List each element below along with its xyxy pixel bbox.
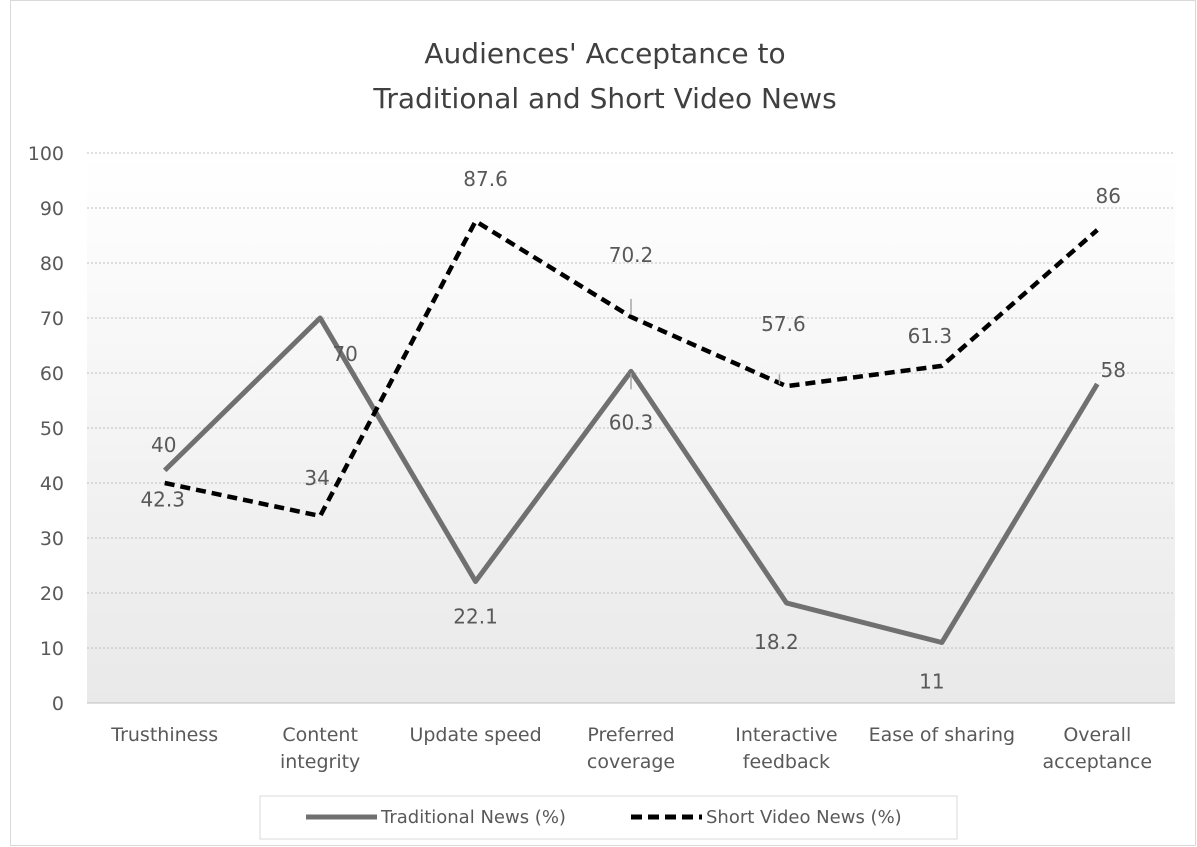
series-line-short-video	[164, 218, 1099, 519]
legend-label-short-video: Short Video News (%)	[706, 807, 902, 828]
y-tick-label: 50	[40, 418, 64, 440]
data-label: 34	[304, 466, 329, 490]
data-labels: 42.3 70 22.1 60.3 18.2 11 58 40 34 87.6 70.2 57.6 61…	[140, 167, 1126, 693]
x-tick-label: Overall acceptance	[1043, 724, 1153, 773]
y-tick-label: 40	[40, 473, 64, 495]
data-label: 18.2	[754, 630, 799, 654]
data-label: 58	[1101, 358, 1126, 382]
x-axis: Trusthiness Content integrity Update speed P…	[87, 702, 1175, 773]
y-tick-label: 20	[40, 583, 64, 605]
data-label: 87.6	[463, 167, 508, 191]
x-tick-label: Trusthiness	[110, 724, 218, 746]
x-tick-label: Ease of sharing	[869, 724, 1015, 746]
data-label: 70	[332, 342, 357, 366]
chart-title-line-2: Traditional and Short Video News	[372, 82, 836, 115]
x-tick-label: Content integrity	[280, 724, 360, 773]
legend: Traditional News (%) Short Video News (%…	[259, 795, 958, 840]
x-tick-label: Interactive feedback	[735, 724, 837, 773]
chart-title-line-1: Audiences' Acceptance to	[424, 37, 785, 70]
data-label: 42.3	[140, 487, 185, 511]
y-tick-label: 80	[40, 253, 64, 275]
series-lines	[162, 218, 1100, 645]
y-tick-label: 10	[40, 638, 64, 660]
data-label: 22.1	[453, 604, 498, 628]
series-line-traditional	[162, 315, 1100, 645]
legend-label-traditional: Traditional News (%)	[380, 807, 566, 828]
y-axis-ticks: 0 10 20 30 40 50 60 70 80 90 100	[28, 143, 64, 715]
data-label: 60.3	[609, 410, 654, 434]
data-label: 86	[1096, 184, 1121, 208]
y-tick-label: 30	[40, 528, 64, 550]
data-label: 57.6	[761, 312, 806, 336]
x-tick-label: Preferred coverage	[587, 724, 675, 773]
y-tick-label: 0	[52, 693, 64, 715]
data-label: 61.3	[908, 324, 953, 348]
y-tick-label: 60	[40, 363, 64, 385]
data-label: 70.2	[609, 243, 654, 267]
x-tick-label: Update speed	[409, 724, 541, 746]
chart-title: Audiences' Acceptance to Traditional and…	[372, 37, 836, 115]
y-tick-label: 70	[40, 308, 64, 330]
y-tick-label: 90	[40, 198, 64, 220]
data-label: 11	[919, 670, 944, 694]
data-label: 40	[151, 433, 176, 457]
y-tick-label: 100	[28, 143, 64, 165]
